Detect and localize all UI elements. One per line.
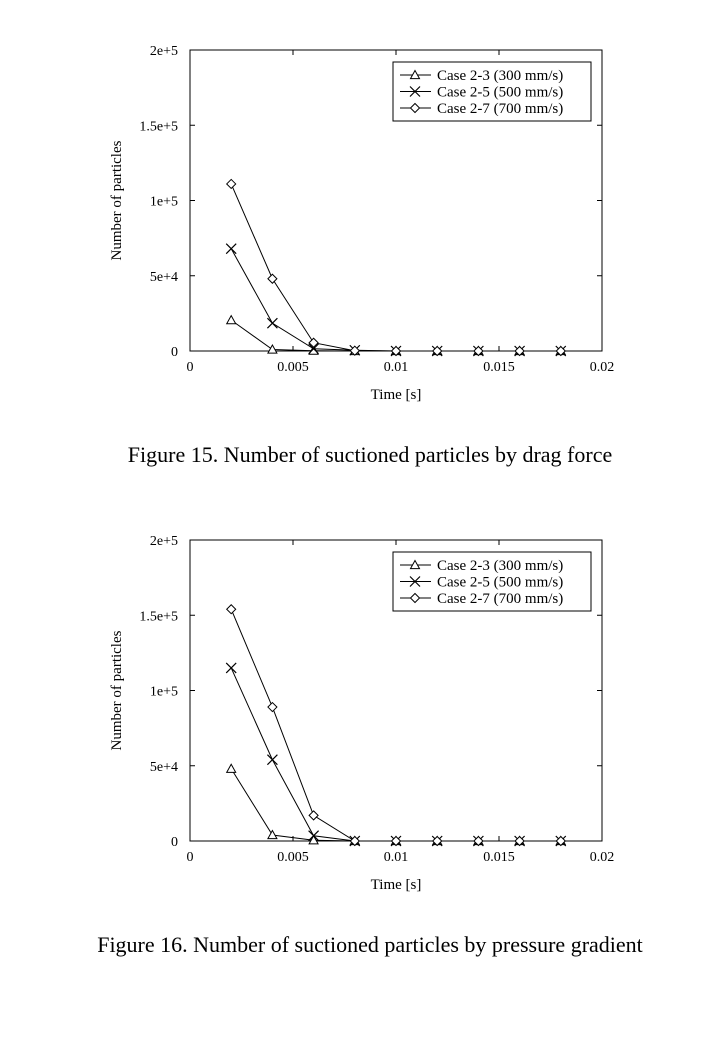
legend-marker bbox=[409, 592, 421, 604]
data-point bbox=[349, 835, 361, 847]
data-point bbox=[555, 345, 567, 357]
y-axis-label: Number of particles bbox=[109, 140, 125, 260]
series-line bbox=[230, 667, 561, 842]
data-point bbox=[431, 345, 443, 357]
series-2 bbox=[225, 243, 567, 357]
figure-caption-15: Figure 15. Number of suctioned particles… bbox=[127, 442, 613, 467]
y-tick-label: 2e+5 bbox=[150, 534, 178, 549]
data-point bbox=[225, 662, 237, 674]
y-tick-label: 1e+5 bbox=[150, 685, 178, 700]
legend-marker bbox=[409, 576, 421, 587]
data-point bbox=[473, 345, 484, 357]
data-point bbox=[514, 345, 525, 357]
data-point bbox=[225, 243, 237, 255]
x-tick-label: 0.02 bbox=[590, 360, 615, 375]
legend-marker bbox=[409, 559, 421, 570]
series-line bbox=[230, 183, 561, 352]
y-tick-label: 5e+4 bbox=[150, 270, 178, 285]
x-tick-label: 0.015 bbox=[483, 850, 515, 865]
x-tick-label: 0.02 bbox=[590, 850, 615, 865]
data-point bbox=[267, 701, 278, 713]
data-point bbox=[266, 317, 278, 329]
x-tick-label: 0.005 bbox=[277, 360, 309, 375]
y-axis-label: Number of particles bbox=[109, 630, 125, 750]
x-axis-label: Time [s] bbox=[371, 387, 422, 403]
series-3 bbox=[225, 178, 567, 357]
series-2 bbox=[225, 662, 567, 847]
x-axis-label: Time [s] bbox=[371, 877, 422, 893]
data-point bbox=[390, 835, 402, 847]
data-point bbox=[267, 343, 278, 354]
figure-caption-16: Figure 16. Number of suctioned particles… bbox=[97, 932, 643, 957]
data-point bbox=[267, 273, 278, 284]
x-tick-label: 0.005 bbox=[277, 850, 309, 865]
legend-entry: Case 2-3 (300 mm/s) bbox=[437, 68, 563, 84]
series-line bbox=[230, 609, 561, 842]
data-point bbox=[225, 604, 237, 615]
data-point bbox=[225, 178, 237, 190]
chart-drag-force: 0 0.005 0.01 0.015 0.02 0 5e+4 1e+5 1.5e+5 2e+5 Ti… bbox=[109, 44, 615, 403]
data-point bbox=[349, 345, 361, 356]
y-tick-label: 1.5e+5 bbox=[139, 609, 178, 624]
series-1 bbox=[225, 763, 567, 846]
y-tick-label: 2e+5 bbox=[150, 44, 178, 59]
legend-marker bbox=[409, 102, 421, 114]
y-tick-label: 0 bbox=[171, 835, 178, 850]
data-point bbox=[514, 835, 525, 847]
x-tick-label: 0.01 bbox=[384, 360, 409, 375]
legend-marker bbox=[409, 69, 421, 80]
legend-entry: Case 2-7 (700 mm/s) bbox=[437, 101, 563, 117]
data-point bbox=[266, 754, 278, 766]
data-point bbox=[308, 343, 320, 355]
legend: Case 2-3 (300 mm/s)Case 2-5 (500 mm/s)Ca… bbox=[392, 551, 592, 612]
data-point bbox=[431, 835, 443, 847]
x-tick-label: 0 bbox=[187, 850, 194, 865]
data-point bbox=[308, 337, 319, 348]
series-line bbox=[230, 248, 561, 352]
x-tick-label: 0 bbox=[187, 360, 194, 375]
data-point bbox=[267, 829, 278, 840]
legend-entry: Case 2-3 (300 mm/s) bbox=[437, 558, 563, 574]
data-point bbox=[308, 810, 319, 821]
data-point bbox=[225, 763, 237, 773]
data-point bbox=[390, 345, 402, 357]
x-tick-label: 0.01 bbox=[384, 850, 409, 865]
legend-entry: Case 2-7 (700 mm/s) bbox=[437, 591, 563, 607]
y-tick-label: 5e+4 bbox=[150, 760, 178, 775]
x-tick-label: 0.015 bbox=[483, 360, 515, 375]
data-point bbox=[308, 830, 320, 842]
legend-entry: Case 2-5 (500 mm/s) bbox=[437, 575, 563, 591]
legend: Case 2-3 (300 mm/s)Case 2-5 (500 mm/s)Ca… bbox=[392, 61, 592, 122]
y-tick-label: 0 bbox=[171, 345, 178, 360]
series-line bbox=[230, 768, 561, 842]
y-tick-label: 1e+5 bbox=[150, 195, 178, 210]
data-point bbox=[225, 314, 237, 325]
data-point bbox=[308, 834, 319, 845]
legend-entry: Case 2-5 (500 mm/s) bbox=[437, 85, 563, 101]
legend-marker bbox=[409, 86, 421, 97]
data-point bbox=[555, 835, 567, 847]
series-3 bbox=[225, 604, 567, 847]
chart-pressure-gradient: 0 0.005 0.01 0.015 0.02 0 5e+4 1e+5 1.5e+5 2e+5 Ti… bbox=[109, 534, 615, 893]
data-point bbox=[473, 835, 484, 847]
y-tick-label: 1.5e+5 bbox=[139, 119, 178, 134]
